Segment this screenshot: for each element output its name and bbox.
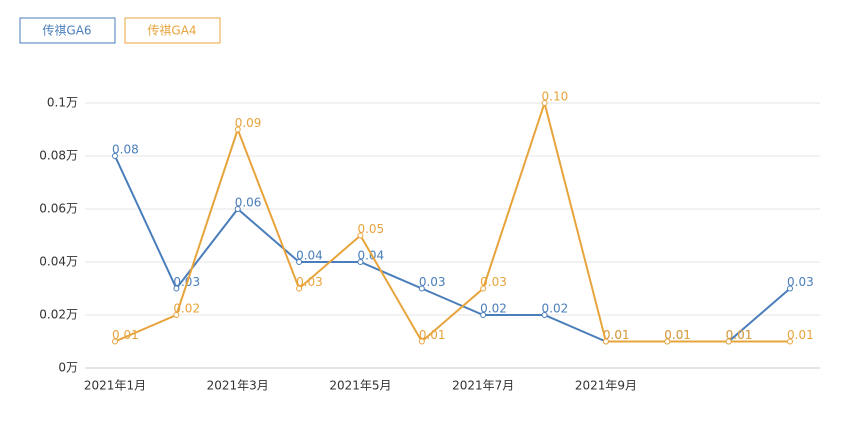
x-tick-label: 2021年7月 [452, 379, 514, 393]
point [602, 338, 609, 345]
y-tick-label: 0万 [58, 361, 78, 375]
point [480, 312, 487, 318]
point [296, 259, 303, 265]
y-tick-label: 0.1万 [47, 96, 78, 110]
point [541, 100, 548, 106]
data-label: 0.02 [173, 302, 200, 316]
data-label: 0.01 [664, 328, 691, 342]
x-tick-label: 2021年5月 [329, 379, 391, 393]
data-label: 0.02 [480, 302, 507, 316]
data-label: 0.03 [480, 275, 507, 289]
legend-box[interactable] [124, 17, 221, 44]
y-tick-label: 0.06万 [39, 202, 78, 216]
data-label: 0.03 [787, 275, 814, 289]
point [418, 338, 425, 345]
y-tick-label: 0.04万 [39, 255, 78, 269]
data-label: 0.01 [726, 328, 753, 342]
data-label: 0.01 [664, 328, 691, 342]
legend-box[interactable] [19, 17, 116, 44]
series-line [114, 99, 790, 344]
legend-label: 传祺GA4 [147, 23, 196, 38]
x-tick-label: 2021年3月 [207, 379, 269, 393]
data-label: 0.04 [296, 249, 323, 263]
point [480, 285, 487, 292]
point [234, 126, 241, 133]
data-label: 0.02 [542, 302, 569, 316]
data-label: 0.01 [787, 328, 814, 342]
point [541, 312, 548, 318]
point [418, 285, 425, 292]
data-label: 0.09 [235, 116, 262, 130]
point [296, 285, 303, 292]
point [357, 232, 364, 239]
data-label: 0.10 [542, 90, 569, 104]
point [173, 285, 180, 292]
series-line [114, 155, 791, 343]
x-tick-label: 2021年9月 [575, 379, 637, 393]
point [112, 153, 118, 159]
point [787, 338, 793, 345]
data-label: 0.03 [296, 275, 323, 289]
data-label: 0.05 [357, 222, 384, 236]
point [664, 338, 671, 345]
data-label: 0.03 [419, 275, 446, 289]
data-label: 0.01 [419, 328, 446, 342]
data-label: 0.08 [112, 143, 139, 157]
x-tick-label: 2021年1月 [84, 379, 146, 393]
data-label: 0.06 [235, 196, 262, 210]
point [173, 312, 180, 318]
point [725, 338, 732, 345]
data-label: 0.04 [357, 249, 384, 263]
legend-label: 传祺GA6 [42, 23, 91, 38]
point [357, 259, 364, 265]
point [787, 285, 793, 292]
point [112, 338, 118, 345]
data-label: 0.01 [603, 328, 630, 342]
data-label: 0.01 [112, 328, 139, 342]
y-tick-label: 0.08万 [39, 149, 78, 163]
y-tick-label: 0.02万 [39, 308, 78, 322]
point [234, 206, 241, 212]
data-label: 0.01 [603, 328, 630, 342]
data-label: 0.01 [726, 328, 753, 342]
